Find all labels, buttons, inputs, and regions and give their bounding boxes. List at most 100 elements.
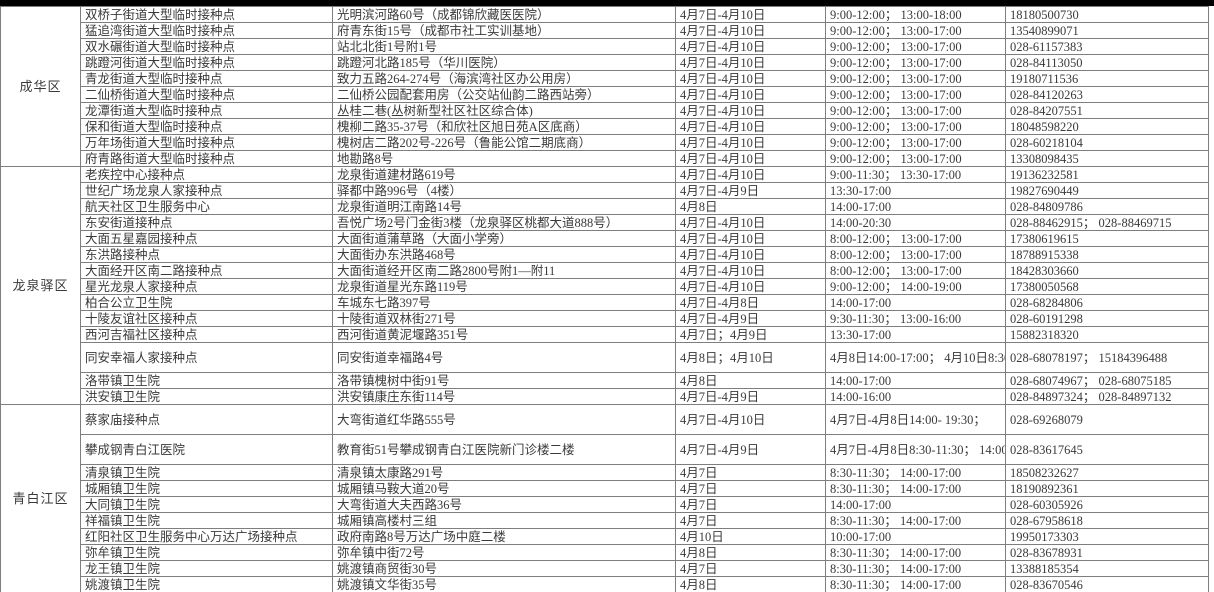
site-cell: 弥牟镇卫生院 (80, 544, 333, 561)
table-row: 府青路街道大型临时接种点 地勘路8号 4月7日-4月10日 9:00-12:00； 1… (1, 150, 1209, 167)
table-row: 东安街道接种点 吾悦广场2号门金街3楼（龙泉驿区桃都大道888号） 4月7日-4月1… (1, 214, 1209, 231)
address-cell: 府青东街15号（成都市社工实训基地） (332, 22, 676, 39)
phone-cell: 028-83670546 (1005, 576, 1209, 592)
address-cell: 大面街道蒲草路（大面小学旁） (332, 230, 676, 247)
site-cell: 祥福镇卫生院 (80, 512, 333, 529)
address-cell: 西河街道黄泥堰路351号 (332, 326, 676, 343)
date-cell: 4月7日-4月10日 (675, 54, 826, 71)
date-cell: 4月7日-4月8日 (675, 294, 826, 311)
site-cell: 猛追湾街道大型临时接种点 (80, 22, 333, 39)
phone-cell: 18048598220 (1005, 118, 1209, 135)
address-cell: 洪安镇康庄东街114号 (332, 388, 676, 405)
table-row: 同安幸福人家接种点 同安街道幸福路4号 4月8日；4月10日 4月8日14:00-17… (1, 342, 1209, 373)
date-cell: 4月7日-4月10日 (675, 6, 826, 23)
table-row: 龙泉驿区 老疾控中心接种点 龙泉街道建材路619号 4月7日-4月10日 9:00-11… (0, 166, 1209, 405)
time-cell: 9:00-12:00； 13:00-17:00 (825, 102, 1006, 119)
table-row: 龙潭街道大型临时接种点 丛桂二巷(丛树新型社区社区综合体) 4月7日-4月10日 9:… (1, 102, 1209, 119)
address-cell: 大弯街道红华路555号 (332, 404, 676, 435)
table-row: 红阳社区卫生服务中心万达广场接种点 政府南路8号万达广场中庭二楼 4月10日 10:0… (1, 528, 1209, 545)
district-cell: 龙泉驿区 (0, 166, 81, 405)
address-cell: 车城东七路397号 (332, 294, 676, 311)
phone-cell: 028-60305926 (1005, 496, 1209, 513)
time-cell: 14:00-20:30 (825, 214, 1006, 231)
site-cell: 洛带镇卫生院 (80, 372, 333, 389)
date-cell: 4月8日 (675, 372, 826, 389)
table-row: 清泉镇卫生院 清泉镇太康路291号 4月7日 8:30-11:30； 14:00-17… (1, 464, 1209, 481)
address-cell: 弥牟镇中街72号 (332, 544, 676, 561)
time-cell: 8:30-11:30； 14:00-17:00 (825, 464, 1006, 481)
table-top-border (0, 0, 1214, 6)
phone-cell: 028-88462915； 028-88469715 (1005, 214, 1209, 231)
address-cell: 城厢镇马鞍大道20号 (332, 480, 676, 497)
table-row: 保和街道大型临时接种点 槐柳二路35-37号（和欣社区旭日苑A区底商） 4月7日-4… (1, 118, 1209, 135)
time-cell: 8:00-12:00； 13:00-17:00 (825, 230, 1006, 247)
date-cell: 4月7日 (675, 480, 826, 497)
table-row: 洛带镇卫生院 洛带镇槐树中街91号 4月8日 14:00-17:00 028-68074… (1, 372, 1209, 389)
time-cell: 4月7日-4月8日14:00- 19:30； (825, 404, 1006, 435)
date-cell: 4月7日-4月10日 (675, 86, 826, 103)
time-cell: 9:00-12:00； 13:00-17:00 (825, 118, 1006, 135)
site-cell: 大面经开区南二路接种点 (80, 262, 333, 279)
phone-cell: 028-60218104 (1005, 134, 1209, 151)
site-cell: 柏合公立卫生院 (80, 294, 333, 311)
time-cell: 9:00-12:00； 13:00-17:00 (825, 22, 1006, 39)
time-cell: 10:00-17:00 (825, 528, 1006, 545)
date-cell: 4月7日-4月9日 (675, 388, 826, 405)
table-row: 万年场街道大型临时接种点 槐树店二路202号-226号（鲁能公馆二期底商） 4月7日… (1, 134, 1209, 151)
time-cell: 9:30-11:30； 13:00-16:00 (825, 310, 1006, 327)
time-cell: 8:30-11:30； 14:00-17:00 (825, 576, 1006, 592)
table-row: 大面经开区南二路接种点 大面街道经开区南二路2800号附1—附11 4月7日-4月1… (1, 262, 1209, 279)
table-row: 大面五星嘉园接种点 大面街道蒲草路（大面小学旁） 4月7日-4月10日 8:00-12… (1, 230, 1209, 247)
phone-cell: 028-84897324； 028-84897132 (1005, 388, 1209, 405)
table-row: 跳蹬河街道大型临时接种点 跳蹬河北路185号（华川医院） 4月7日-4月10日 9:0… (1, 54, 1209, 71)
table-row: 成华区 双桥子街道大型临时接种点 光明滨河路60号（成都锦欣藏医医院） 4月7日-4月… (0, 6, 1209, 167)
phone-cell: 028-69268079 (1005, 404, 1209, 435)
table-row: 世纪广场龙泉人家接种点 驿都中路996号（4楼） 4月7日-4月9日 13:30-17… (1, 182, 1209, 199)
site-cell: 龙王镇卫生院 (80, 560, 333, 577)
address-cell: 龙泉街道建材路619号 (332, 166, 676, 183)
time-cell: 9:00-12:00； 13:00-17:00 (825, 38, 1006, 55)
date-cell: 4月8日 (675, 576, 826, 592)
site-cell: 双桥子街道大型临时接种点 (80, 6, 333, 23)
phone-cell: 13388185354 (1005, 560, 1209, 577)
site-cell: 世纪广场龙泉人家接种点 (80, 182, 333, 199)
time-cell: 14:00-17:00 (825, 372, 1006, 389)
date-cell: 4月7日-4月10日 (675, 214, 826, 231)
time-cell: 14:00-17:00 (825, 496, 1006, 513)
table-row: 航天社区卫生服务中心 龙泉街道明江南路14号 4月8日 14:00-17:00 028-… (1, 198, 1209, 215)
table-row: 攀成钢青白江医院 教育街51号攀成钢青白江医院新门诊楼二楼 4月7日-4月9日 4月7… (1, 434, 1209, 465)
table-row: 弥牟镇卫生院 弥牟镇中街72号 4月8日 8:30-11:30； 14:00-17:0… (1, 544, 1209, 561)
time-cell: 13:30-17:00 (825, 326, 1006, 343)
address-cell: 致力五路264-274号（海滨湾社区办公用房） (332, 70, 676, 87)
date-cell: 4月7日-4月10日 (675, 278, 826, 295)
phone-cell: 19180711536 (1005, 70, 1209, 87)
district-cell: 青白江区 (0, 404, 81, 592)
address-cell: 槐柳二路35-37号（和欣社区旭日苑A区底商） (332, 118, 676, 135)
phone-cell: 18180500730 (1005, 6, 1209, 23)
time-cell: 9:00-12:00； 13:00-18:00 (825, 6, 1006, 23)
date-cell: 4月7日-4月9日 (675, 310, 826, 327)
address-cell: 洛带镇槐树中街91号 (332, 372, 676, 389)
date-cell: 4月7日-4月10日 (675, 102, 826, 119)
phone-cell: 13308098435 (1005, 150, 1209, 167)
address-cell: 二仙桥公园配套用房（公交站仙韵二路西站旁） (332, 86, 676, 103)
date-cell: 4月7日；4月9日 (675, 326, 826, 343)
date-cell: 4月7日-4月10日 (675, 22, 826, 39)
site-cell: 府青路街道大型临时接种点 (80, 150, 333, 167)
table-row: 双水碾街道大型临时接种点 站北北街1号附1号 4月7日-4月10日 9:00-12:0… (1, 38, 1209, 55)
address-cell: 吾悦广场2号门金街3楼（龙泉驿区桃都大道888号） (332, 214, 676, 231)
time-cell: 14:00-17:00 (825, 294, 1006, 311)
time-cell: 9:00-12:00； 13:00-17:00 (825, 134, 1006, 151)
time-cell: 8:00-12:00； 13:00-17:00 (825, 246, 1006, 263)
phone-cell: 18508232627 (1005, 464, 1209, 481)
site-cell: 姚渡镇卫生院 (80, 576, 333, 592)
time-cell: 13:30-17:00 (825, 182, 1006, 199)
time-cell: 8:30-11:30； 14:00-17:00 (825, 480, 1006, 497)
time-cell: 9:00-12:00； 13:00-17:00 (825, 86, 1006, 103)
date-cell: 4月7日-4月10日 (675, 118, 826, 135)
site-cell: 双水碾街道大型临时接种点 (80, 38, 333, 55)
address-cell: 姚渡镇文华街35号 (332, 576, 676, 592)
table-row: 姚渡镇卫生院 姚渡镇文华街35号 4月8日 8:30-11:30； 14:00-17:… (1, 576, 1209, 592)
time-cell: 8:30-11:30； 14:00-17:00 (825, 560, 1006, 577)
